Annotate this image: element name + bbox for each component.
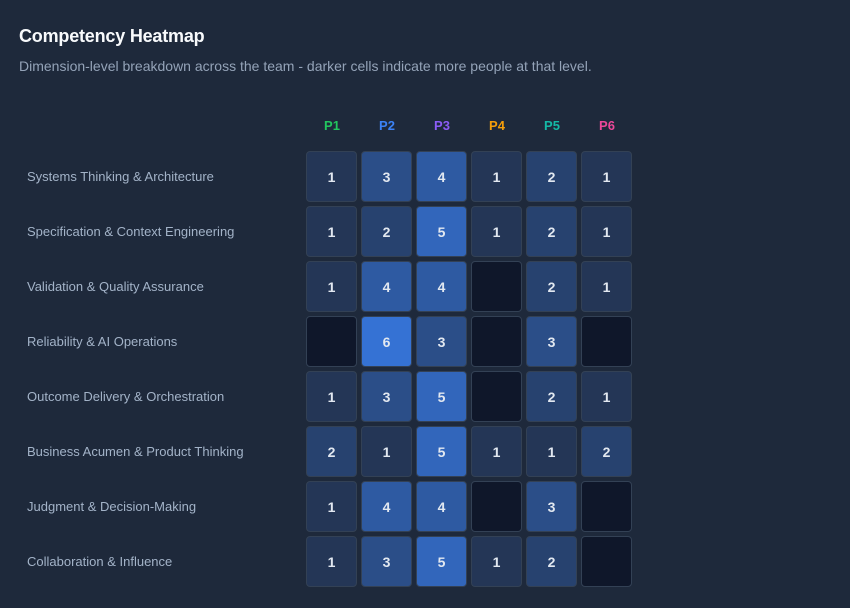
heatmap-cell: 2: [526, 371, 577, 422]
heatmap-cell: 2: [526, 261, 577, 312]
row-label: Reliability & AI Operations: [27, 334, 178, 349]
column-header: P3: [434, 118, 450, 133]
row-label: Specification & Context Engineering: [27, 224, 235, 239]
heatmap-cell: 5: [416, 426, 467, 477]
heatmap-cell: 3: [361, 151, 412, 202]
page-title: Competency Heatmap: [19, 26, 205, 46]
heatmap-cell: 2: [306, 426, 357, 477]
heatmap-cell: 2: [361, 206, 412, 257]
heatmap-cell: 1: [306, 261, 357, 312]
heatmap-cell: 3: [526, 481, 577, 532]
heatmap-cell: 1: [361, 426, 412, 477]
heatmap-cell: 4: [416, 151, 467, 202]
row-label: Outcome Delivery & Orchestration: [27, 389, 225, 404]
heatmap-cell: 1: [306, 151, 357, 202]
heatmap-cell: [581, 536, 632, 587]
heatmap-cell: 2: [526, 536, 577, 587]
heatmap-cell: 5: [416, 206, 467, 257]
column-header: P1: [324, 118, 340, 133]
heatmap-cell: 3: [361, 536, 412, 587]
page-subtitle: Dimension-level breakdown across the tea…: [19, 58, 592, 74]
heatmap-cell: [581, 316, 632, 367]
column-header: P5: [544, 118, 560, 133]
heatmap-cell: 2: [526, 151, 577, 202]
heatmap-cell: 3: [361, 371, 412, 422]
heatmap-cell: 2: [581, 426, 632, 477]
heatmap-cell: 1: [471, 206, 522, 257]
row-label: Business Acumen & Product Thinking: [27, 444, 244, 459]
heatmap-cell: 1: [581, 206, 632, 257]
heatmap-cell: 1: [306, 371, 357, 422]
heatmap-cell: [581, 481, 632, 532]
heatmap-cell: 3: [416, 316, 467, 367]
heatmap-cell: 1: [471, 426, 522, 477]
heatmap-cell: 1: [581, 261, 632, 312]
heatmap-cell: 1: [471, 536, 522, 587]
column-header: P4: [489, 118, 505, 133]
heatmap-cell: [471, 371, 522, 422]
row-label: Collaboration & Influence: [27, 554, 173, 569]
column-header: P6: [599, 118, 615, 133]
heatmap-cell: 4: [361, 481, 412, 532]
heatmap-cell: 1: [306, 206, 357, 257]
heatmap-cell: 5: [416, 536, 467, 587]
heatmap-cell: 5: [416, 371, 467, 422]
heatmap-cell: 1: [471, 151, 522, 202]
heatmap-cell: [306, 316, 357, 367]
row-label: Systems Thinking & Architecture: [27, 169, 214, 184]
heatmap-cell: 1: [306, 481, 357, 532]
heatmap-cell: [471, 316, 522, 367]
row-label: Judgment & Decision-Making: [27, 499, 197, 514]
heatmap-cell: 1: [581, 371, 632, 422]
row-label: Validation & Quality Assurance: [27, 279, 204, 294]
heatmap-cell: 6: [361, 316, 412, 367]
column-header: P2: [379, 118, 395, 133]
heatmap-cell: 1: [306, 536, 357, 587]
heatmap-cell: 2: [526, 206, 577, 257]
heatmap-cell: [471, 481, 522, 532]
heatmap-cell: 4: [361, 261, 412, 312]
heatmap-cell: 4: [416, 481, 467, 532]
heatmap-cell: [471, 261, 522, 312]
heatmap-cell: 4: [416, 261, 467, 312]
heatmap-cell: 1: [581, 151, 632, 202]
heatmap-cell: 3: [526, 316, 577, 367]
heatmap-cell: 1: [526, 426, 577, 477]
